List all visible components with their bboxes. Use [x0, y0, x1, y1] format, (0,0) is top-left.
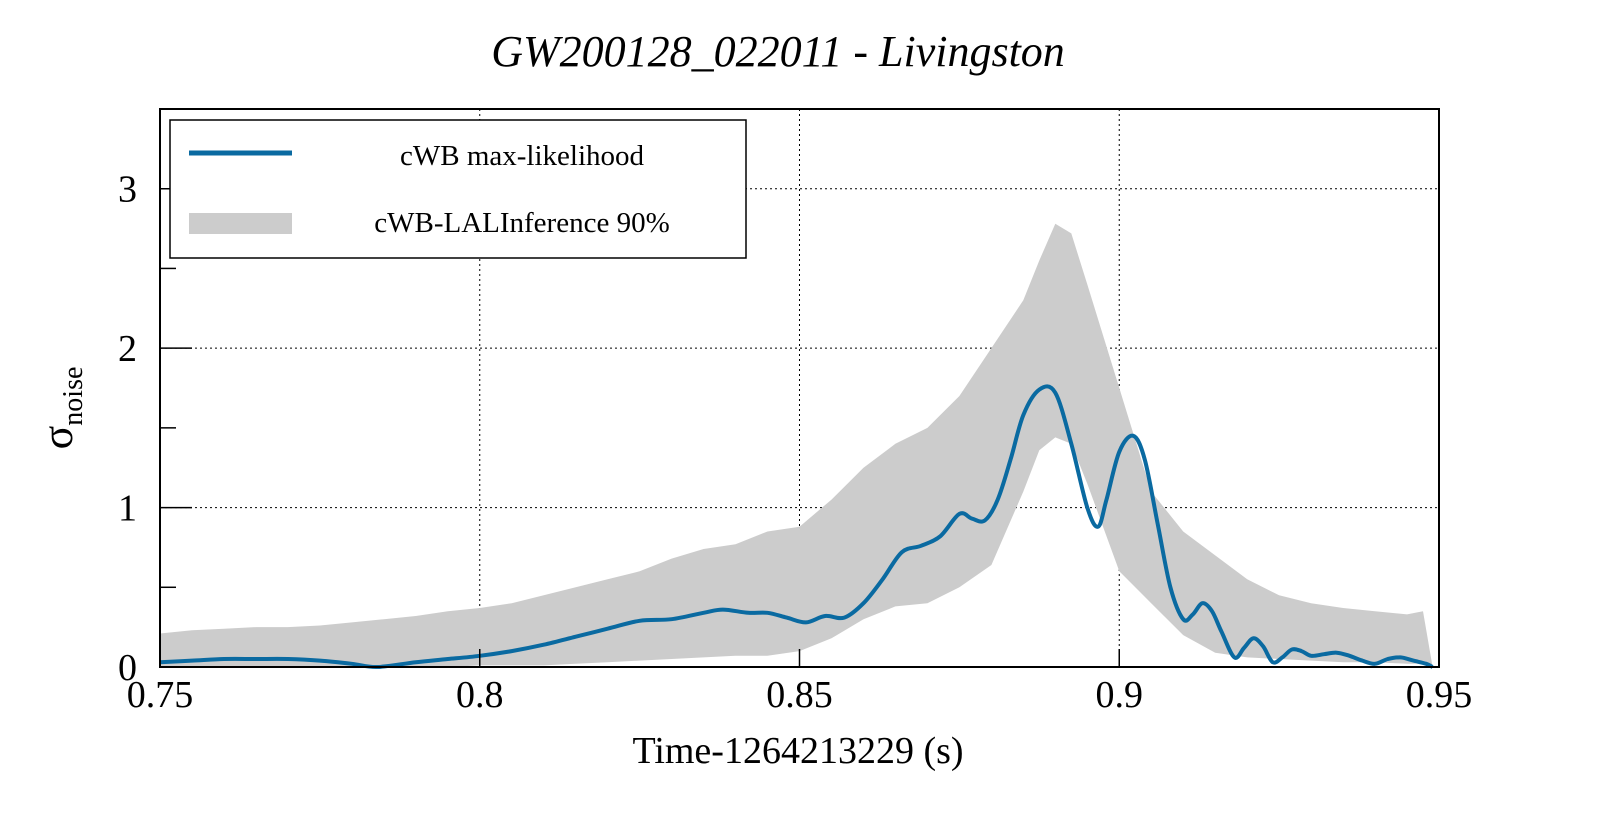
- confidence-band: [160, 223, 1433, 668]
- y-axis-label-main: σ: [33, 425, 82, 449]
- svg-text:σnoise: σnoise: [33, 367, 89, 450]
- x-tick-label: 0.85: [766, 674, 833, 716]
- max-likelihood-line: [159, 384, 1434, 670]
- legend-label-90-percent: cWB-LALInference 90%: [374, 207, 669, 239]
- legend: cWB max-likelihood cWB-LALInference 90%: [169, 119, 747, 259]
- y-tick-labels: 0 1 2 3: [118, 169, 137, 689]
- line-layer: [159, 384, 1434, 670]
- y-tick-label: 3: [118, 169, 137, 211]
- y-tick-label: 2: [118, 328, 137, 370]
- x-tick-label: 0.8: [456, 674, 504, 716]
- y-tick-label: 0: [118, 647, 137, 689]
- x-tick-label: 0.9: [1096, 674, 1144, 716]
- x-axis-label: Time-1264213229 (s): [632, 730, 963, 772]
- y-axis-label: σnoise: [33, 367, 89, 450]
- x-tick-label: 0.75: [127, 674, 194, 716]
- x-tick-label: 0.95: [1406, 674, 1473, 716]
- y-tick-label: 1: [118, 488, 137, 530]
- x-tick-labels: 0.75 0.8 0.85 0.9 0.95: [127, 674, 1473, 716]
- legend-label-max-likelihood: cWB max-likelihood: [400, 140, 645, 172]
- y-axis-label-sub: noise: [58, 367, 89, 426]
- legend-box: [169, 119, 747, 259]
- chart-title: GW200128_022011 - Livingston: [491, 27, 1065, 76]
- legend-band-swatch: [189, 213, 292, 234]
- band-layer: [160, 223, 1433, 668]
